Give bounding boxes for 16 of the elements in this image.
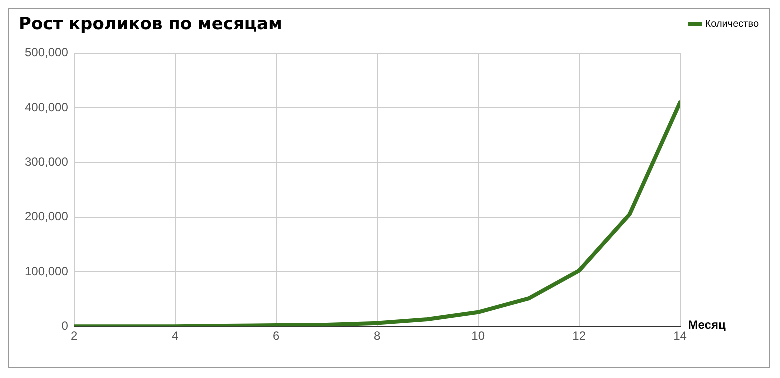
y-tick-label: 500,000: [24, 46, 69, 60]
x-tick-label: 4: [172, 329, 180, 344]
legend-label: Количество: [705, 18, 760, 30]
x-tick-label: 12: [572, 329, 586, 344]
x-axis-title: Месяц: [688, 318, 726, 332]
x-tick-label: 8: [374, 329, 381, 344]
chart-title: Рост кроликов по месяцам: [19, 14, 282, 35]
y-tick-label: 200,000: [24, 210, 69, 224]
y-tick-label: 300,000: [24, 154, 69, 169]
x-tick-label: 2: [71, 329, 78, 344]
y-tick-label: 400,000: [24, 100, 69, 114]
y-tick-label: 100,000: [24, 264, 69, 278]
y-tick-label: 0: [62, 318, 69, 333]
x-tick-label: 14: [674, 329, 688, 344]
x-tick-label: 10: [472, 329, 486, 344]
x-tick-label: 6: [273, 329, 280, 344]
